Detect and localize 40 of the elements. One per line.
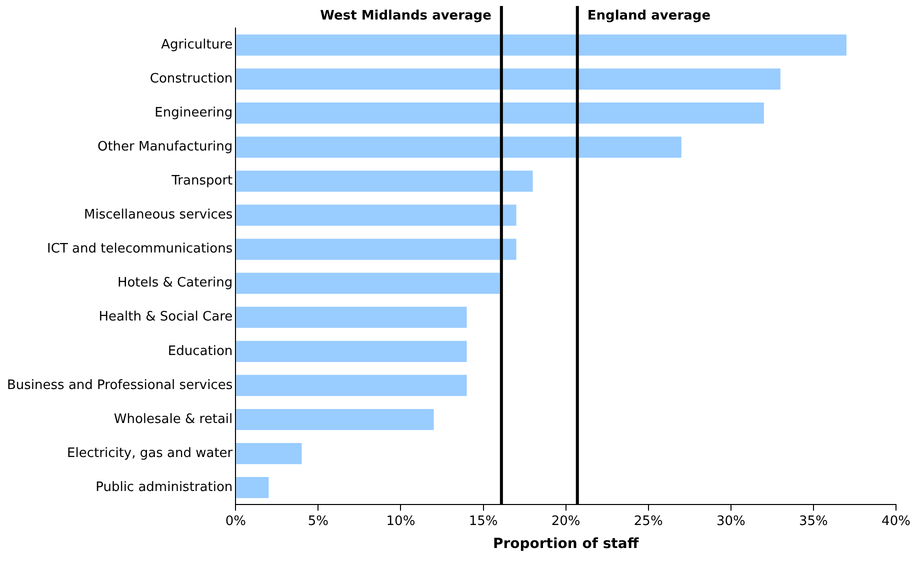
bar (236, 306, 467, 328)
bar (236, 477, 269, 498)
x-tick-label: 15% (468, 514, 498, 529)
y-tick-label: Hotels & Catering (117, 276, 233, 291)
bar (236, 408, 434, 430)
x-tick-label: 10% (386, 514, 416, 529)
bar (236, 272, 500, 294)
bar (236, 136, 682, 158)
y-tick-label: Business and Professional services (6, 378, 233, 393)
bar (236, 68, 780, 90)
y-tick-label: Education (168, 344, 233, 359)
y-tick-label: Electricity, gas and water (67, 446, 234, 461)
ref-line-label: West Midlands average (320, 8, 492, 24)
x-axis-title: Proportion of staff (492, 536, 640, 552)
x-tick-label: 0% (225, 514, 246, 529)
x-tick-label: 5% (308, 514, 329, 529)
bar (236, 34, 846, 56)
x-tick-label: 40% (882, 514, 910, 529)
bar (236, 238, 516, 260)
ref-line-label: England average (587, 8, 711, 24)
x-tick-label: 25% (634, 514, 663, 529)
bar (236, 170, 533, 192)
y-tick-label: ICT and telecommunications (47, 242, 233, 257)
x-tick-label: 30% (716, 514, 746, 529)
bar (236, 340, 467, 362)
bar (236, 102, 764, 124)
y-tick-label: Agriculture (161, 37, 233, 52)
y-tick-label: Public administration (96, 480, 233, 495)
x-tick-label: 20% (551, 514, 580, 529)
y-tick-label: Engineering (154, 105, 233, 120)
y-tick-label: Construction (150, 71, 233, 86)
y-tick-label: Miscellaneous services (84, 208, 233, 223)
y-tick-label: Health & Social Care (98, 310, 233, 325)
bar (236, 204, 516, 226)
x-tick-label: 35% (799, 514, 828, 529)
y-tick-label: Other Manufacturing (97, 140, 233, 155)
bar (236, 374, 467, 396)
y-tick-label: Transport (170, 174, 233, 189)
bar (236, 442, 302, 464)
y-tick-label: Wholesale & retail (114, 412, 233, 427)
